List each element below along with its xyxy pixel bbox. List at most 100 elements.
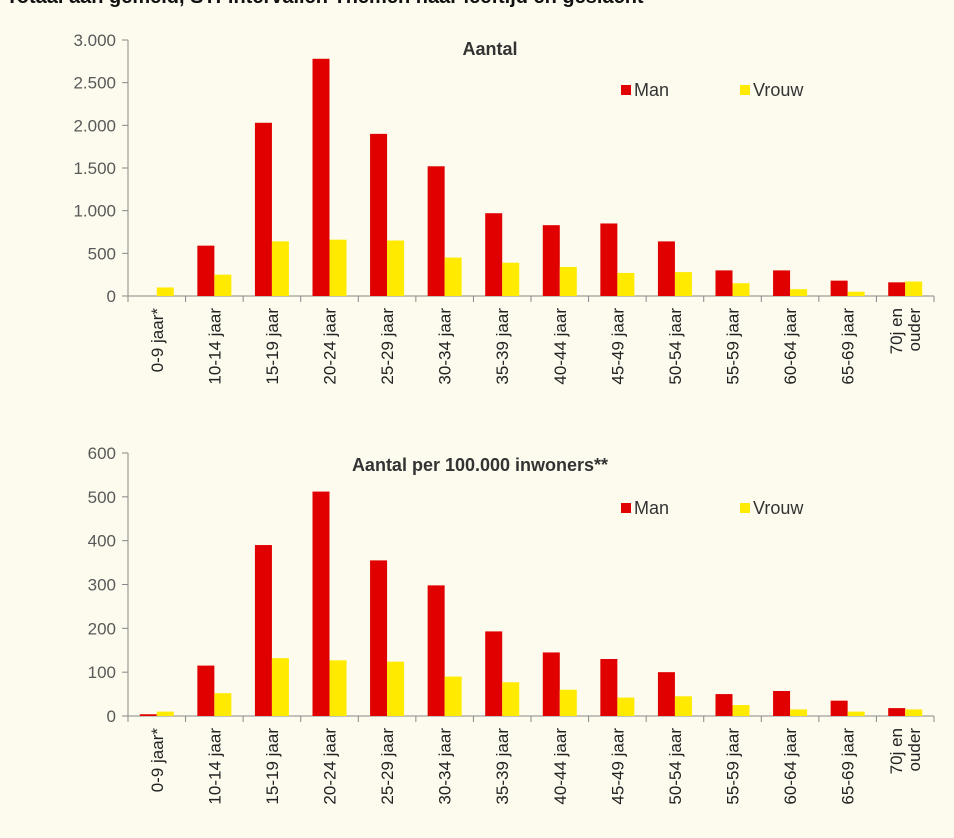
bar-man: [370, 133, 388, 296]
x-tick-label: 45-49 jaar: [608, 728, 627, 805]
x-tick-label: 10-14 jaar: [205, 728, 224, 805]
bar-man: [312, 491, 330, 716]
bar-vrouw: [387, 240, 405, 296]
bar-man: [427, 585, 445, 716]
y-tick-label: 200: [88, 619, 116, 638]
bar-man: [485, 213, 503, 296]
bar-vrouw: [156, 287, 174, 296]
x-tick-label: 0-9 jaar*: [148, 728, 167, 793]
bar-vrouw: [502, 682, 520, 716]
bar-vrouw: [617, 272, 635, 296]
bar-vrouw: [559, 689, 577, 716]
bar-vrouw: [905, 281, 923, 296]
x-tick-label: 50-54 jaar: [666, 728, 685, 805]
y-tick-label: 2.500: [73, 74, 116, 93]
y-tick-label: 500: [88, 244, 116, 263]
bar-man: [197, 665, 215, 716]
legend-swatch: [621, 85, 631, 95]
x-tick-label: 65-69 jaar: [839, 308, 858, 385]
bar-man: [715, 694, 733, 716]
x-tick-label: 30-34 jaar: [436, 728, 455, 805]
legend-label: Vrouw: [753, 80, 804, 100]
bar-vrouw: [214, 274, 232, 296]
legend-swatch: [740, 503, 750, 513]
y-tick-label: 1.000: [73, 202, 116, 221]
legend-swatch: [740, 85, 750, 95]
bar-vrouw: [847, 711, 865, 716]
x-tick-label: 45-49 jaar: [608, 308, 627, 385]
bar-vrouw: [559, 266, 577, 296]
bar-vrouw: [732, 283, 750, 296]
x-tick-label: 65-69 jaar: [839, 728, 858, 805]
bar-vrouw: [156, 711, 174, 716]
bar-man: [600, 223, 618, 296]
bar-man: [485, 631, 503, 716]
x-tick-label: 0-9 jaar*: [148, 308, 167, 373]
y-tick-label: 2.000: [73, 116, 116, 135]
bar-vrouw: [271, 658, 289, 716]
bar-man: [830, 280, 848, 296]
bar-vrouw: [387, 661, 405, 716]
bar-vrouw: [790, 289, 808, 296]
x-tick-label: 30-34 jaar: [436, 308, 455, 385]
x-tick-label: 35-39 jaar: [493, 308, 512, 385]
y-tick-label: 0: [107, 707, 116, 726]
bar-man: [139, 714, 157, 716]
y-tick-label: 500: [88, 488, 116, 507]
bar-man: [773, 270, 791, 296]
y-tick-label: 100: [88, 663, 116, 682]
bar-vrouw: [444, 257, 462, 296]
x-tick-label: 70j en: [887, 728, 906, 774]
bar-man: [197, 245, 215, 296]
bar-man: [254, 122, 272, 296]
chart-title: Aantal: [462, 39, 517, 59]
bar-vrouw: [674, 696, 692, 716]
x-tick-label: 40-44 jaar: [551, 728, 570, 805]
bar-man: [657, 241, 675, 296]
bar-vrouw: [790, 709, 808, 716]
legend-label: Man: [634, 80, 669, 100]
x-tick-label: 15-19 jaar: [263, 308, 282, 385]
bar-man: [773, 691, 791, 716]
x-tick-label: 70j en: [887, 308, 906, 354]
x-tick-label: 20-24 jaar: [321, 728, 340, 805]
figure-heading: Totaal aan gemeld, STI-intervallen Theme…: [6, 0, 644, 9]
bar-man: [600, 659, 618, 716]
bar-man: [715, 270, 733, 296]
bar-man: [254, 545, 272, 716]
y-tick-label: 1.500: [73, 159, 116, 178]
bar-vrouw: [329, 239, 347, 296]
chart-aantal: Aantal 0 500 1.000 1.500 2.000 2.500 3.000 0-9 …: [73, 31, 935, 385]
x-tick-label: 55-59 jaar: [724, 308, 743, 385]
bar-vrouw: [444, 676, 462, 716]
legend-label: Man: [634, 498, 669, 518]
bar-vrouw: [271, 241, 289, 296]
bar-vrouw: [214, 693, 232, 716]
legend-swatch: [621, 503, 631, 513]
y-tick-label: 600: [88, 444, 116, 463]
bar-man: [542, 652, 560, 716]
bar-man: [888, 282, 906, 296]
y-tick-label: 300: [88, 576, 116, 595]
x-tick-label: 60-64 jaar: [781, 728, 800, 805]
bar-man: [888, 708, 906, 716]
bar-man: [542, 225, 560, 296]
x-tick-label: 60-64 jaar: [781, 308, 800, 385]
bar-vrouw: [674, 272, 692, 296]
x-tick-label: 50-54 jaar: [666, 308, 685, 385]
x-tick-label: 20-24 jaar: [321, 308, 340, 385]
bar-man: [370, 560, 388, 716]
chart-title: Aantal per 100.000 inwoners**: [352, 455, 608, 475]
bar-vrouw: [732, 705, 750, 716]
chart-per-100000: Aantal per 100.000 inwoners** 0 100 200 300…: [88, 444, 935, 805]
x-tick-label: ouder: [905, 728, 924, 772]
x-tick-label: 15-19 jaar: [263, 728, 282, 805]
x-tick-label: 25-29 jaar: [378, 728, 397, 805]
bar-vrouw: [502, 262, 520, 296]
bar-vrouw: [905, 709, 923, 716]
y-tick-label: 0: [107, 287, 116, 306]
x-tick-label: 55-59 jaar: [724, 728, 743, 805]
bar-vrouw: [617, 697, 635, 716]
